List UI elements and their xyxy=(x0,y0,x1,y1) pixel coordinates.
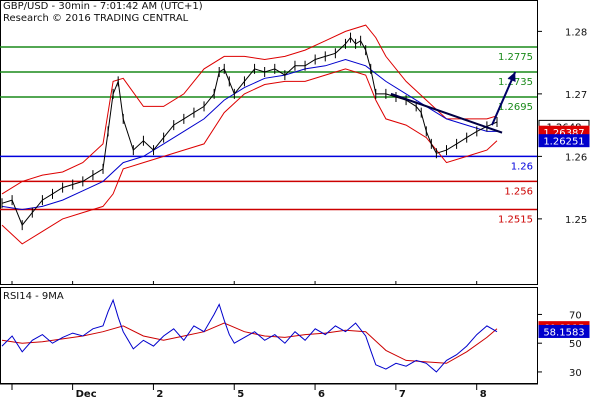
price-tag-box xyxy=(538,134,590,148)
y-tick-label: 1.25 xyxy=(565,215,587,226)
rsi-ma-line xyxy=(1,322,498,364)
y-tick-label: 1.28 xyxy=(565,27,587,38)
forecast-arrow-head xyxy=(507,72,516,82)
price-tag: 1.26387 xyxy=(543,128,584,139)
x-tick-label: 7 xyxy=(399,389,406,400)
x-tick-label: 5 xyxy=(237,389,244,400)
copyright-label: Research © 2016 TRADING CENTRAL xyxy=(3,13,189,24)
x-tick-label: 8 xyxy=(480,389,487,400)
y-tick-label: 1.26 xyxy=(565,152,587,163)
level-label: 1.2515 xyxy=(498,215,533,226)
x-tick-label: Dec xyxy=(76,389,97,400)
rsi-y-tick-label: 30 xyxy=(569,368,582,379)
rsi-y-tick-label: 50 xyxy=(569,339,582,350)
forecast-arrow-shaft xyxy=(491,71,517,126)
rsi-panel-title: RSI14 - 9MA xyxy=(3,291,64,302)
chart-title: GBP/USD - 30min - 7:01:42 AM (UTC+1) xyxy=(3,1,203,12)
price-line xyxy=(1,36,498,227)
bollinger-upper-line xyxy=(1,24,498,195)
level-label: 1.2775 xyxy=(498,52,533,63)
trendline xyxy=(390,92,503,134)
level-label: 1.2735 xyxy=(498,77,533,88)
moving-average-line xyxy=(1,58,497,211)
x-tick-label: 2 xyxy=(156,389,163,400)
level-label: 1.26 xyxy=(511,161,533,172)
rsi-tag: 58.1583 xyxy=(543,327,584,338)
y-tick-label: 1.27 xyxy=(565,90,587,101)
main-panel-frame xyxy=(0,0,538,285)
rsi-y-tick-label: 70 xyxy=(569,310,582,321)
rsi-tag-box xyxy=(538,324,590,338)
level-label: 1.2695 xyxy=(498,102,533,113)
rsi-line xyxy=(1,298,498,373)
level-label: 1.256 xyxy=(504,186,533,197)
price-tag: 1.26251 xyxy=(543,137,584,148)
bollinger-lower-line xyxy=(1,68,498,245)
x-tick-label: 6 xyxy=(318,389,325,400)
